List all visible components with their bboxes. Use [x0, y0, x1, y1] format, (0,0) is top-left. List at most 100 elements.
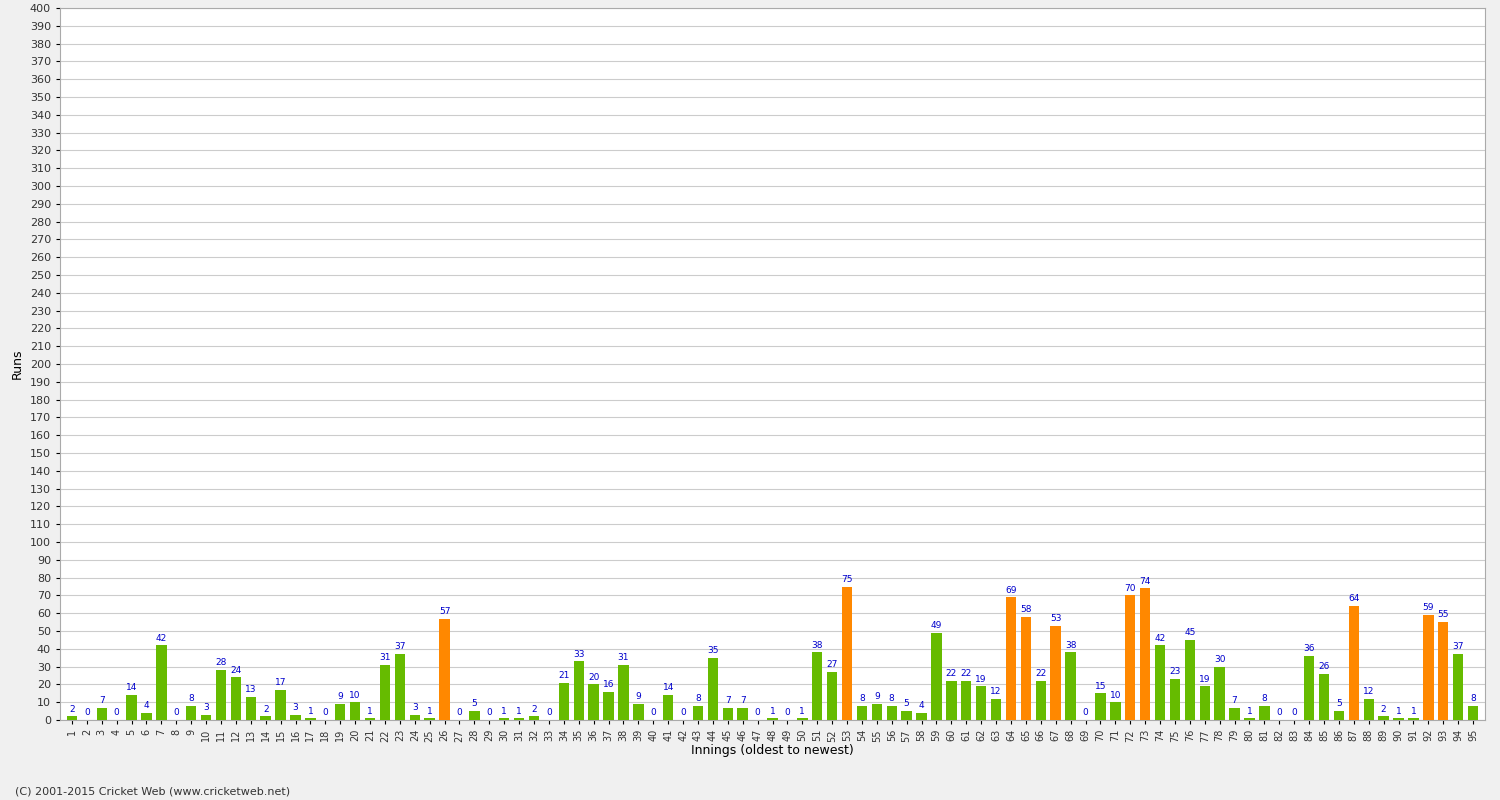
Bar: [1230, 707, 1240, 720]
Text: 53: 53: [1050, 614, 1062, 623]
Bar: [96, 707, 106, 720]
Text: 59: 59: [1422, 603, 1434, 612]
Bar: [276, 690, 286, 720]
Text: 8: 8: [1262, 694, 1268, 703]
Text: 3: 3: [413, 703, 417, 712]
Bar: [1438, 622, 1449, 720]
Text: 28: 28: [216, 658, 226, 667]
Text: 10: 10: [350, 690, 361, 699]
Bar: [156, 646, 166, 720]
Text: 1: 1: [1246, 706, 1252, 715]
Text: 37: 37: [1452, 642, 1464, 651]
Bar: [246, 697, 256, 720]
Bar: [1185, 640, 1196, 720]
Bar: [1318, 674, 1329, 720]
Bar: [350, 702, 360, 720]
Bar: [500, 718, 510, 720]
Bar: [1304, 656, 1314, 720]
Bar: [946, 681, 957, 720]
Text: 2: 2: [1382, 705, 1386, 714]
Text: 69: 69: [1005, 586, 1017, 594]
Bar: [1378, 717, 1389, 720]
Text: 8: 8: [1470, 694, 1476, 703]
Bar: [1215, 666, 1225, 720]
Text: 16: 16: [603, 680, 615, 689]
Text: 17: 17: [274, 678, 286, 687]
Text: 1: 1: [1395, 706, 1401, 715]
Text: 57: 57: [440, 607, 450, 616]
Bar: [902, 711, 912, 720]
Text: 26: 26: [1318, 662, 1329, 671]
Bar: [334, 704, 345, 720]
Text: 35: 35: [706, 646, 718, 655]
X-axis label: Innings (oldest to newest): Innings (oldest to newest): [692, 744, 853, 758]
Bar: [856, 706, 867, 720]
Text: 2: 2: [262, 705, 268, 714]
Bar: [842, 586, 852, 720]
Text: 7: 7: [1232, 696, 1238, 705]
Bar: [558, 682, 568, 720]
Bar: [573, 662, 584, 720]
Text: 7: 7: [99, 696, 105, 705]
Text: 64: 64: [1348, 594, 1359, 603]
Text: 7: 7: [724, 696, 730, 705]
Text: 0: 0: [84, 708, 90, 718]
Bar: [394, 654, 405, 720]
Text: 30: 30: [1214, 655, 1225, 664]
Text: 0: 0: [456, 708, 462, 718]
Bar: [1140, 588, 1150, 720]
Bar: [1095, 694, 1106, 720]
Text: 12: 12: [990, 687, 1002, 696]
Bar: [126, 695, 136, 720]
Bar: [201, 714, 211, 720]
Text: 33: 33: [573, 650, 585, 658]
Text: 0: 0: [1083, 708, 1089, 718]
Bar: [1348, 606, 1359, 720]
Text: 58: 58: [1020, 605, 1032, 614]
Text: 8: 8: [189, 694, 194, 703]
Text: 42: 42: [156, 634, 166, 642]
Bar: [1007, 597, 1016, 720]
Bar: [186, 706, 196, 720]
Text: 19: 19: [975, 674, 987, 683]
Text: 74: 74: [1140, 577, 1150, 586]
Text: 0: 0: [651, 708, 656, 718]
Bar: [470, 711, 480, 720]
Text: 14: 14: [126, 683, 136, 693]
Text: 14: 14: [663, 683, 674, 693]
Text: 42: 42: [1155, 634, 1166, 642]
Text: 0: 0: [680, 708, 686, 718]
Bar: [440, 618, 450, 720]
Text: 31: 31: [380, 653, 390, 662]
Bar: [976, 686, 987, 720]
Text: 24: 24: [231, 666, 242, 674]
Text: 0: 0: [174, 708, 178, 718]
Bar: [663, 695, 674, 720]
Bar: [1155, 646, 1166, 720]
Text: 27: 27: [827, 660, 839, 670]
Bar: [1468, 706, 1479, 720]
Bar: [231, 678, 242, 720]
Text: 1: 1: [308, 706, 314, 715]
Text: 4: 4: [144, 702, 150, 710]
Text: 0: 0: [1292, 708, 1298, 718]
Text: 13: 13: [244, 685, 256, 694]
Bar: [588, 685, 598, 720]
Text: 1: 1: [427, 706, 432, 715]
Bar: [768, 718, 777, 720]
Bar: [424, 718, 435, 720]
Bar: [1065, 652, 1076, 720]
Text: 23: 23: [1170, 667, 1180, 676]
Text: 19: 19: [1198, 674, 1210, 683]
Bar: [618, 665, 628, 720]
Bar: [1170, 679, 1180, 720]
Bar: [364, 718, 375, 720]
Bar: [216, 670, 226, 720]
Text: 22: 22: [960, 669, 972, 678]
Bar: [1394, 718, 1404, 720]
Text: 10: 10: [1110, 690, 1120, 699]
Text: 1: 1: [770, 706, 776, 715]
Text: 38: 38: [1065, 641, 1077, 650]
Bar: [886, 706, 897, 720]
Text: 0: 0: [486, 708, 492, 718]
